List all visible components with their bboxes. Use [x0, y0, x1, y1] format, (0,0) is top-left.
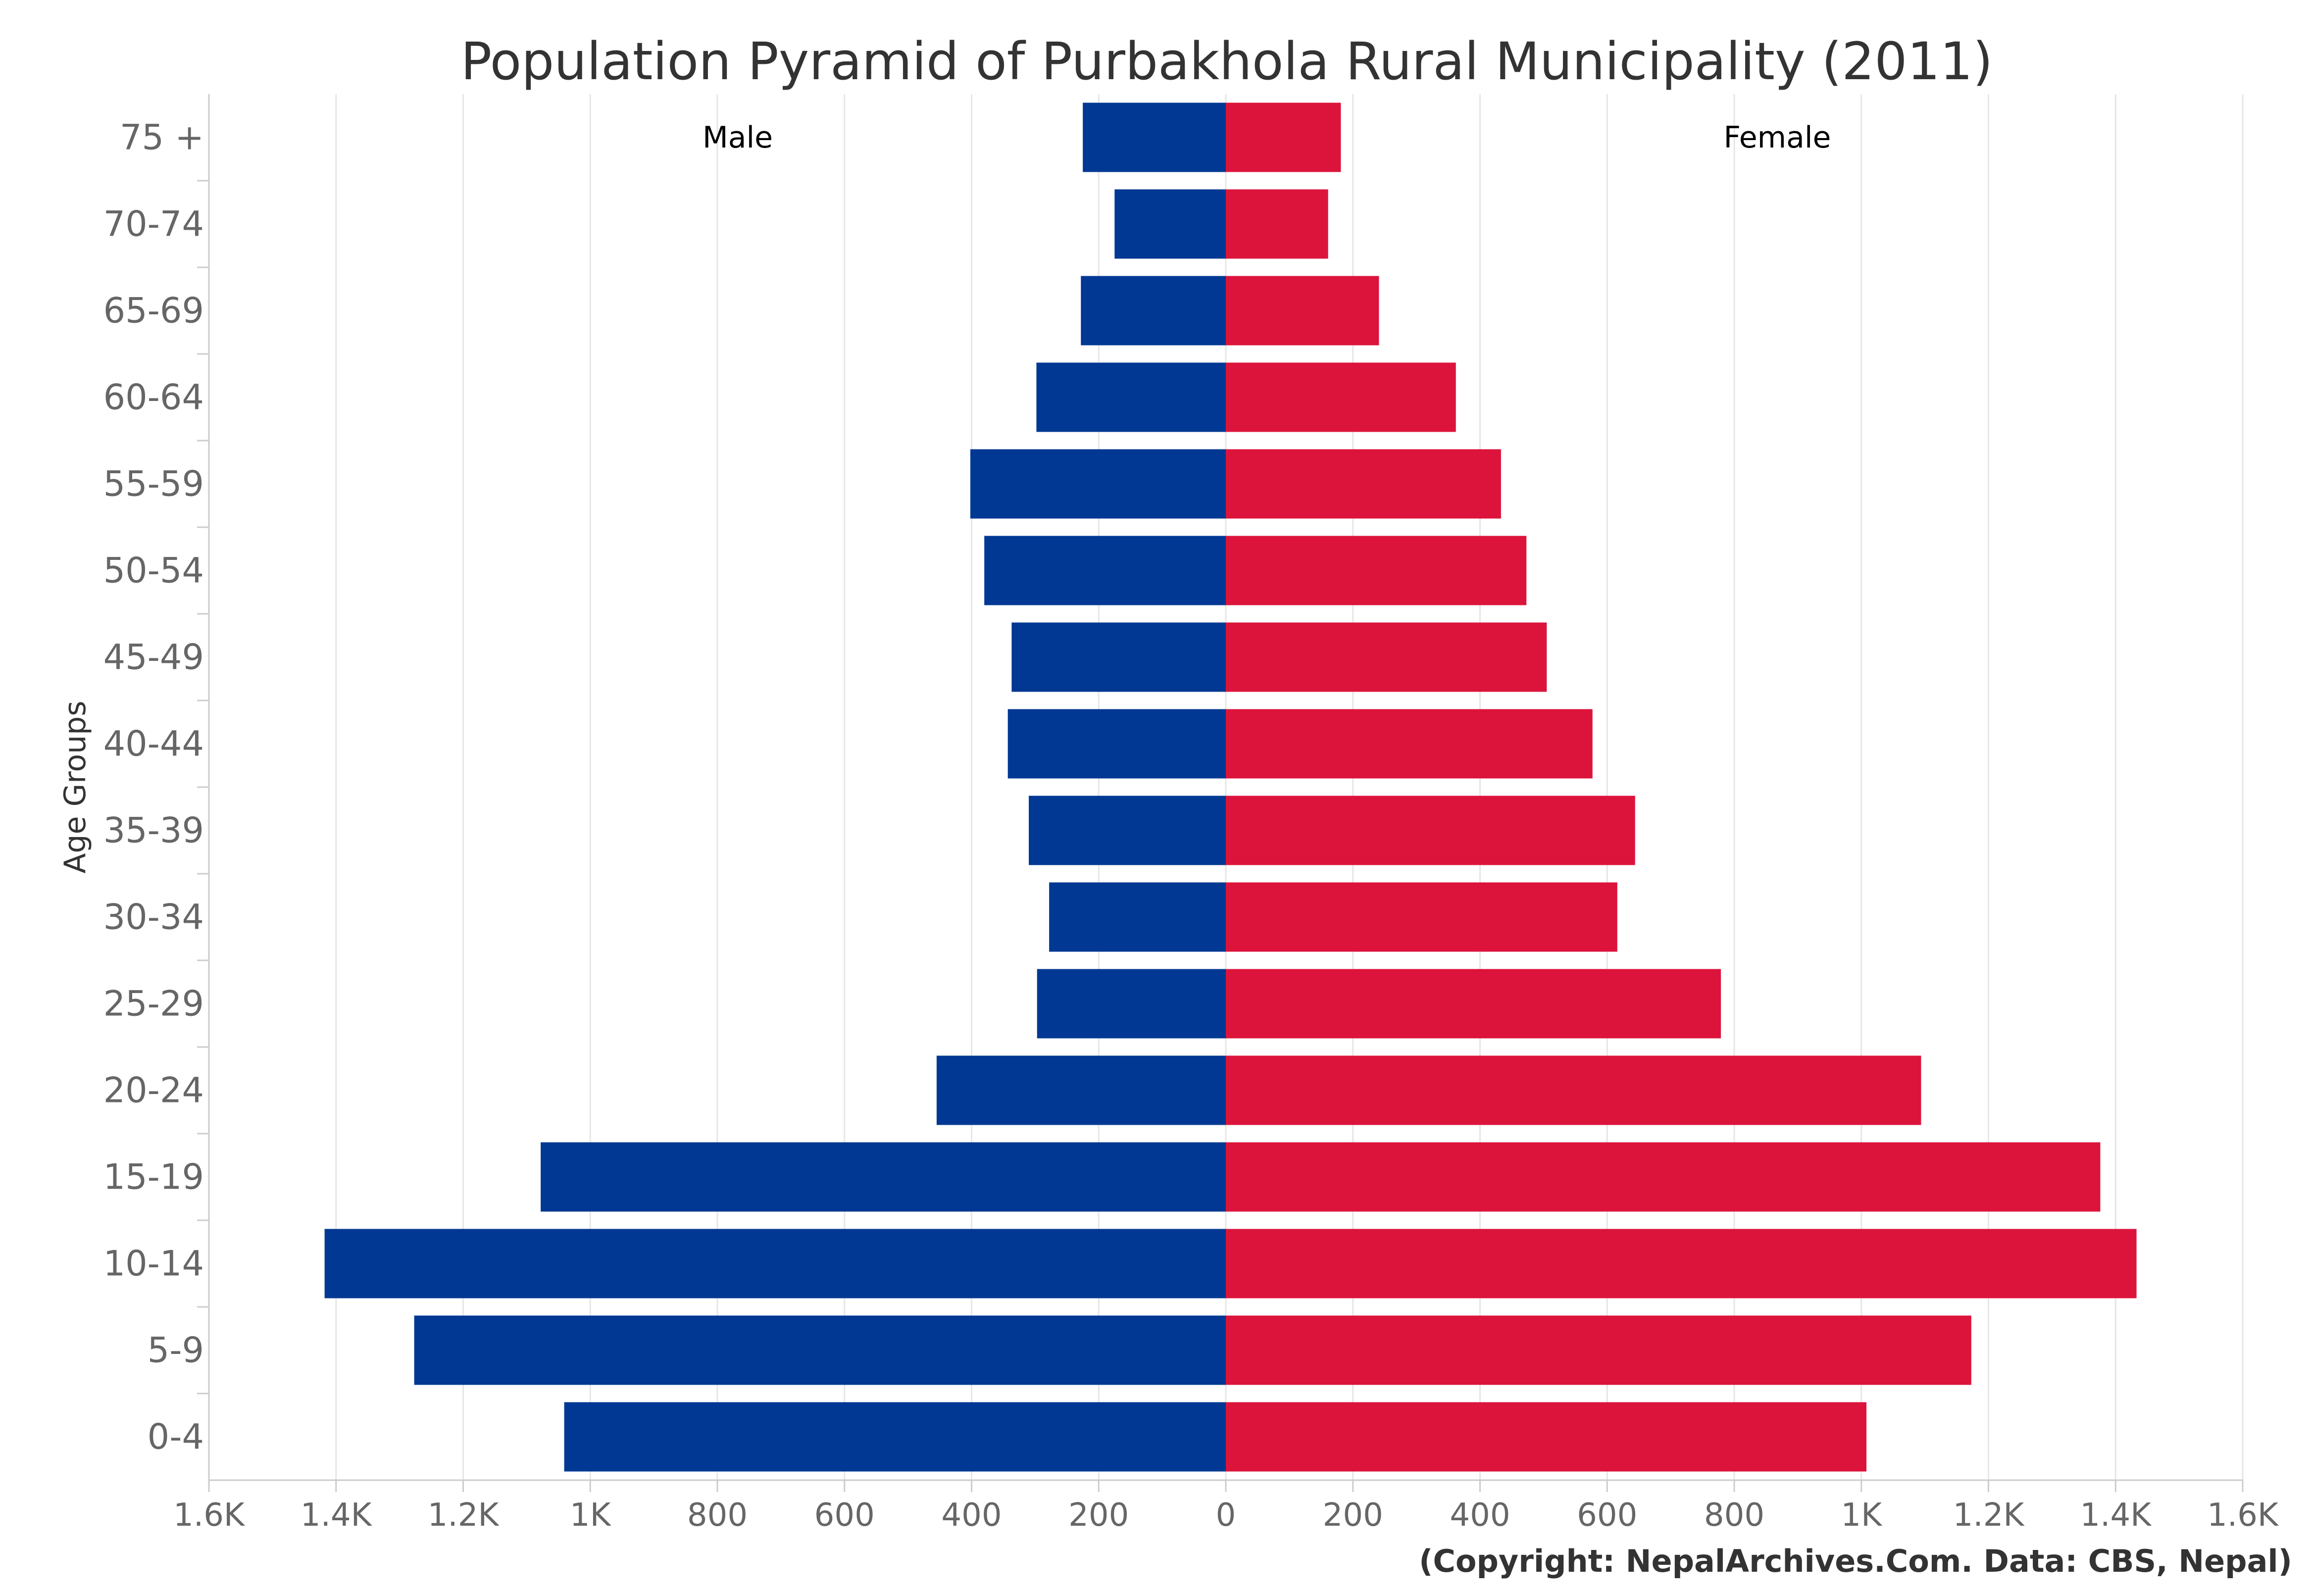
male-bar[interactable] — [970, 449, 1226, 519]
x-tick-label: 600 — [814, 1497, 875, 1534]
male-bar[interactable] — [984, 536, 1226, 605]
y-axis-title: Age Groups — [58, 700, 93, 873]
male-bar[interactable] — [1037, 969, 1226, 1039]
female-bar[interactable] — [1226, 1402, 1867, 1472]
x-tick-label: 1.6K — [173, 1497, 246, 1534]
female-bar[interactable] — [1226, 102, 1341, 172]
y-category-label: 45-49 — [103, 637, 204, 678]
male-bar[interactable] — [414, 1315, 1226, 1385]
male-bar[interactable] — [1114, 189, 1226, 259]
female-bar[interactable] — [1226, 1142, 2101, 1212]
x-tick-label: 400 — [1450, 1497, 1510, 1534]
female-bar[interactable] — [1226, 622, 1547, 692]
female-bar[interactable] — [1226, 969, 1721, 1039]
female-bar[interactable] — [1226, 1229, 2137, 1298]
axis-labels: 1.6K 1.4K 1.2K 1K 800 600 400 200 0 200 400 600 800 1… — [103, 117, 2279, 1534]
female-bar[interactable] — [1226, 1055, 1921, 1125]
x-tick-label: 200 — [1068, 1497, 1129, 1534]
male-bar[interactable] — [936, 1055, 1226, 1125]
x-tick-label: 200 — [1323, 1497, 1383, 1534]
x-tick-label: 1K — [570, 1497, 612, 1534]
x-tick-label: 600 — [1577, 1497, 1637, 1534]
female-side-label: Female — [1724, 120, 1831, 155]
x-tick-label: 1.2K — [428, 1497, 500, 1534]
y-category-label: 75 + — [120, 117, 204, 158]
female-bar[interactable] — [1226, 276, 1379, 346]
female-bar[interactable] — [1226, 449, 1501, 519]
male-bar[interactable] — [1029, 796, 1226, 865]
female-bar[interactable] — [1226, 709, 1593, 779]
bars — [324, 102, 2137, 1472]
y-category-label: 55-59 — [103, 464, 204, 504]
y-category-label: 30-34 — [103, 897, 204, 938]
y-category-label: 10-14 — [103, 1244, 204, 1284]
chart-title: Population Pyramid of Purbakhola Rural M… — [461, 31, 1993, 92]
male-bar[interactable] — [541, 1142, 1226, 1212]
y-category-label: 5-9 — [148, 1330, 204, 1371]
x-tick-label: 1.4K — [2080, 1497, 2152, 1534]
y-category-label: 40-44 — [103, 724, 204, 764]
female-bar[interactable] — [1226, 536, 1527, 605]
male-bar[interactable] — [564, 1402, 1226, 1472]
copyright-credit: (Copyright: NepalArchives.Com. Data: CBS… — [1419, 1543, 2292, 1579]
female-bar[interactable] — [1226, 882, 1617, 952]
y-category-label: 65-69 — [103, 291, 204, 331]
y-category-label: 20-24 — [103, 1070, 204, 1111]
male-bar[interactable] — [1049, 882, 1226, 952]
x-tick-label: 800 — [1704, 1497, 1764, 1534]
y-category-label: 35-39 — [103, 810, 204, 851]
y-category-label: 50-54 — [103, 550, 204, 591]
y-category-label: 0-4 — [148, 1417, 204, 1457]
x-tick-label: 1.2K — [1953, 1497, 2025, 1534]
x-tick-label: 800 — [687, 1497, 748, 1534]
male-bar[interactable] — [1007, 709, 1226, 779]
male-bar[interactable] — [1083, 102, 1226, 172]
y-category-label: 60-64 — [103, 377, 204, 418]
axes — [197, 94, 2244, 1492]
female-bar[interactable] — [1226, 796, 1635, 865]
male-bar[interactable] — [1011, 622, 1226, 692]
male-side-label: Male — [703, 120, 773, 155]
male-bar[interactable] — [1081, 276, 1226, 346]
x-tick-label: 0 — [1216, 1497, 1236, 1534]
y-category-label: 15-19 — [103, 1157, 204, 1197]
x-tick-label: 400 — [941, 1497, 1002, 1534]
x-tick-label: 1.4K — [301, 1497, 373, 1534]
female-bar[interactable] — [1226, 362, 1456, 432]
male-bar[interactable] — [1036, 362, 1226, 432]
male-bar[interactable] — [324, 1229, 1226, 1298]
x-tick-label: 1.6K — [2207, 1497, 2279, 1534]
y-category-label: 25-29 — [103, 984, 204, 1024]
y-category-label: 70-74 — [103, 204, 204, 245]
female-bar[interactable] — [1226, 1315, 1971, 1385]
x-tick-label: 1K — [1841, 1497, 1883, 1534]
female-bar[interactable] — [1226, 189, 1328, 259]
